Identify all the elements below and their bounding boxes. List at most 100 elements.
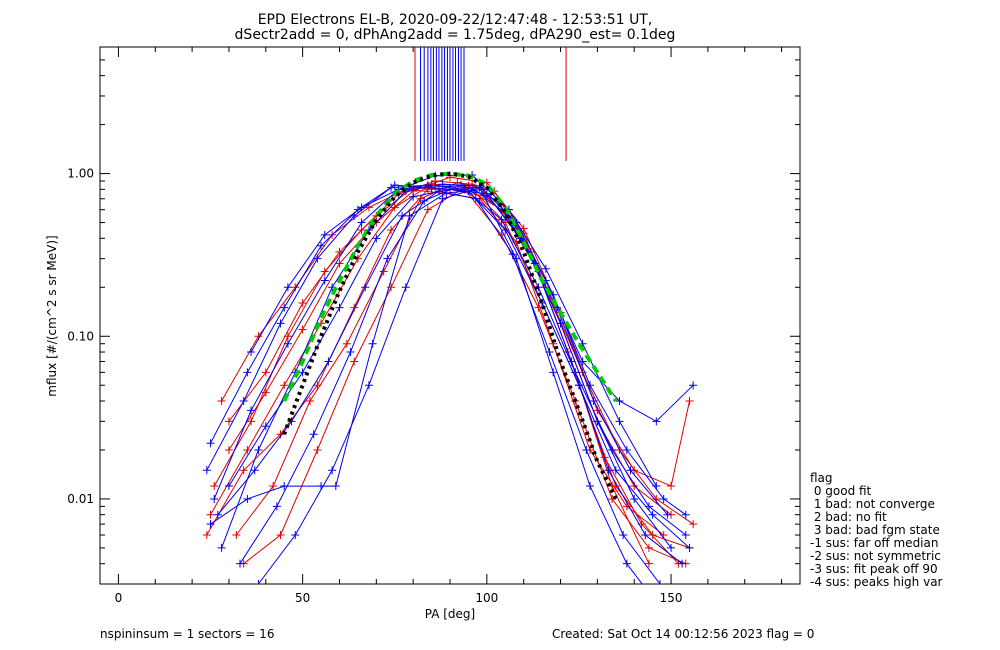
data-point bbox=[648, 531, 657, 540]
data-point bbox=[210, 482, 219, 491]
y-axis-label: mflux [#/(cm^2 s sr MeV)] bbox=[45, 235, 59, 396]
data-point bbox=[254, 580, 263, 584]
data-point bbox=[630, 494, 639, 503]
data-point bbox=[567, 357, 576, 366]
footer-right: Created: Sat Oct 14 00:12:56 2023 flag =… bbox=[552, 627, 814, 641]
legend-entry: 1 bad: not converge bbox=[810, 497, 935, 511]
data-point bbox=[689, 381, 698, 390]
x-axis-label: PA [deg] bbox=[425, 607, 475, 621]
data-point bbox=[313, 381, 322, 390]
legend-entry: -1 sus: far off median bbox=[810, 536, 938, 550]
data-point bbox=[324, 357, 333, 366]
data-point bbox=[224, 482, 233, 491]
data-point bbox=[291, 531, 300, 540]
series-line bbox=[206, 188, 686, 565]
data-point bbox=[357, 218, 366, 227]
data-point bbox=[232, 531, 241, 540]
data-point bbox=[280, 381, 289, 390]
x-axis: 0 50 100 150 bbox=[115, 47, 783, 605]
data-point bbox=[622, 445, 631, 454]
data-point bbox=[659, 494, 668, 503]
data-point bbox=[398, 211, 407, 220]
data-point bbox=[320, 267, 329, 276]
data-point bbox=[615, 396, 624, 405]
data-point bbox=[261, 422, 270, 431]
data-point bbox=[438, 180, 447, 189]
data-point bbox=[320, 276, 329, 285]
data-point bbox=[346, 348, 355, 357]
footer-left: nspininsum = 1 sectors = 16 bbox=[100, 627, 274, 641]
series-line bbox=[258, 187, 643, 584]
x-tick-label: 100 bbox=[475, 591, 498, 605]
data-point bbox=[438, 194, 447, 203]
data-point bbox=[313, 254, 322, 263]
data-point bbox=[313, 445, 322, 454]
data-point bbox=[611, 466, 620, 475]
data-point bbox=[276, 430, 285, 439]
data-point bbox=[280, 303, 289, 312]
data-point bbox=[589, 396, 598, 405]
data-point bbox=[685, 543, 694, 552]
data-point bbox=[357, 226, 366, 235]
fit-curve bbox=[282, 171, 618, 500]
data-point bbox=[206, 510, 215, 519]
legend-entry: -2 sus: not symmetric bbox=[810, 549, 941, 563]
data-point bbox=[604, 466, 613, 475]
data-point bbox=[309, 430, 318, 439]
data-point bbox=[644, 559, 653, 568]
data-point bbox=[283, 332, 292, 341]
fit-curve bbox=[282, 171, 618, 403]
data-point bbox=[681, 510, 690, 519]
data-point bbox=[534, 303, 543, 312]
data-point bbox=[667, 482, 676, 491]
data-point bbox=[283, 339, 292, 348]
legend-entry: 3 bad: bad fgm state bbox=[810, 523, 940, 537]
chart-subtitle: dSectr2add = 0, dPhAng2add = 1.75deg, dP… bbox=[235, 27, 676, 43]
data-point bbox=[652, 417, 661, 426]
data-point bbox=[320, 230, 329, 239]
data-point bbox=[423, 181, 432, 190]
data-point bbox=[247, 348, 256, 357]
data-point bbox=[401, 283, 410, 292]
data-point bbox=[276, 531, 285, 540]
y-axis: 0.01 0.10 1.00 bbox=[67, 46, 800, 585]
data-point bbox=[202, 531, 211, 540]
data-point bbox=[202, 466, 211, 475]
data-point bbox=[549, 368, 558, 377]
data-point bbox=[261, 368, 270, 377]
data-point bbox=[254, 445, 263, 454]
data-point bbox=[217, 543, 226, 552]
data-point bbox=[652, 482, 661, 491]
data-point bbox=[682, 609, 690, 617]
data-point bbox=[210, 494, 219, 503]
vertical-markers bbox=[414, 47, 567, 161]
data-point bbox=[471, 194, 480, 203]
data-point bbox=[644, 543, 653, 552]
data-point bbox=[261, 388, 270, 397]
data-point bbox=[283, 283, 292, 292]
data-point bbox=[512, 254, 521, 263]
data-point bbox=[239, 396, 248, 405]
data-point bbox=[368, 339, 377, 348]
data-point bbox=[335, 303, 344, 312]
chart-title: EPD Electrons EL-B, 2020-09-22/12:47:48 … bbox=[258, 12, 653, 28]
data-point bbox=[342, 339, 351, 348]
data-point bbox=[681, 531, 690, 540]
x-tick-label: 150 bbox=[660, 591, 683, 605]
data-point bbox=[217, 396, 226, 405]
data-point bbox=[423, 205, 432, 214]
data-point bbox=[372, 234, 381, 243]
series-line bbox=[206, 184, 687, 536]
data-point bbox=[243, 445, 252, 454]
data-point bbox=[331, 482, 340, 491]
legend-entry: -4 sus: peaks high var bbox=[810, 575, 943, 589]
data-point bbox=[243, 368, 252, 377]
data-point bbox=[250, 466, 259, 475]
data-point bbox=[206, 520, 215, 529]
data-point bbox=[387, 183, 396, 192]
y-tick-label: 0.10 bbox=[67, 329, 94, 343]
data-point bbox=[405, 211, 414, 220]
data-point bbox=[239, 466, 248, 475]
data-series bbox=[202, 171, 698, 617]
